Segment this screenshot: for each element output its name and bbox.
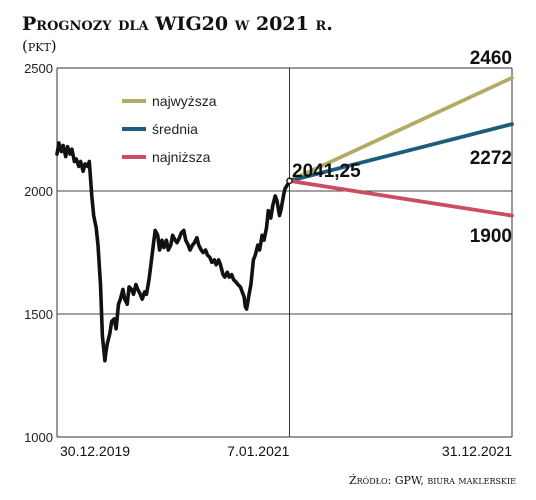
end-label-najnizsza: 1900 [470, 226, 512, 247]
grid [56, 67, 513, 438]
y-tick-label: 1500 [24, 307, 53, 322]
series-line [55, 141, 292, 363]
last-value-label: 2041,25 [292, 161, 361, 182]
x-tick-label: 30.12.2019 [60, 443, 130, 459]
source-note: Źródło: GPW, biura maklerskie [349, 473, 516, 487]
x-axis: 30.12.2019 7.01.2021 31.12.2021 [60, 443, 512, 459]
y-tick-label: 2500 [24, 61, 53, 76]
series [55, 75, 514, 363]
y-tick-label: 1000 [24, 430, 53, 445]
x-tick-label: 31.12.2021 [442, 443, 512, 459]
x-tick-label: 7.01.2021 [227, 443, 289, 459]
chart-title: Prognozy dla WIG20 w 2021 r. [22, 13, 333, 35]
series-line [287, 122, 514, 183]
last-value-marker [286, 177, 293, 185]
series-line [287, 179, 514, 218]
end-label-najwyzsza: 2460 [470, 48, 512, 69]
series-line [287, 75, 514, 183]
legend-label-srednia: średnia [152, 121, 198, 137]
legend-label-najnizsza: najniższa [152, 149, 211, 165]
legend: najwyższa średnia najniższa [122, 93, 217, 165]
unit-label: (pkt) [22, 37, 57, 55]
end-label-srednia: 2272 [470, 148, 512, 169]
y-axis: 2500 2000 1500 1000 [24, 61, 53, 445]
legend-label-najwyzsza: najwyższa [152, 93, 217, 109]
y-tick-label: 2000 [24, 184, 53, 199]
